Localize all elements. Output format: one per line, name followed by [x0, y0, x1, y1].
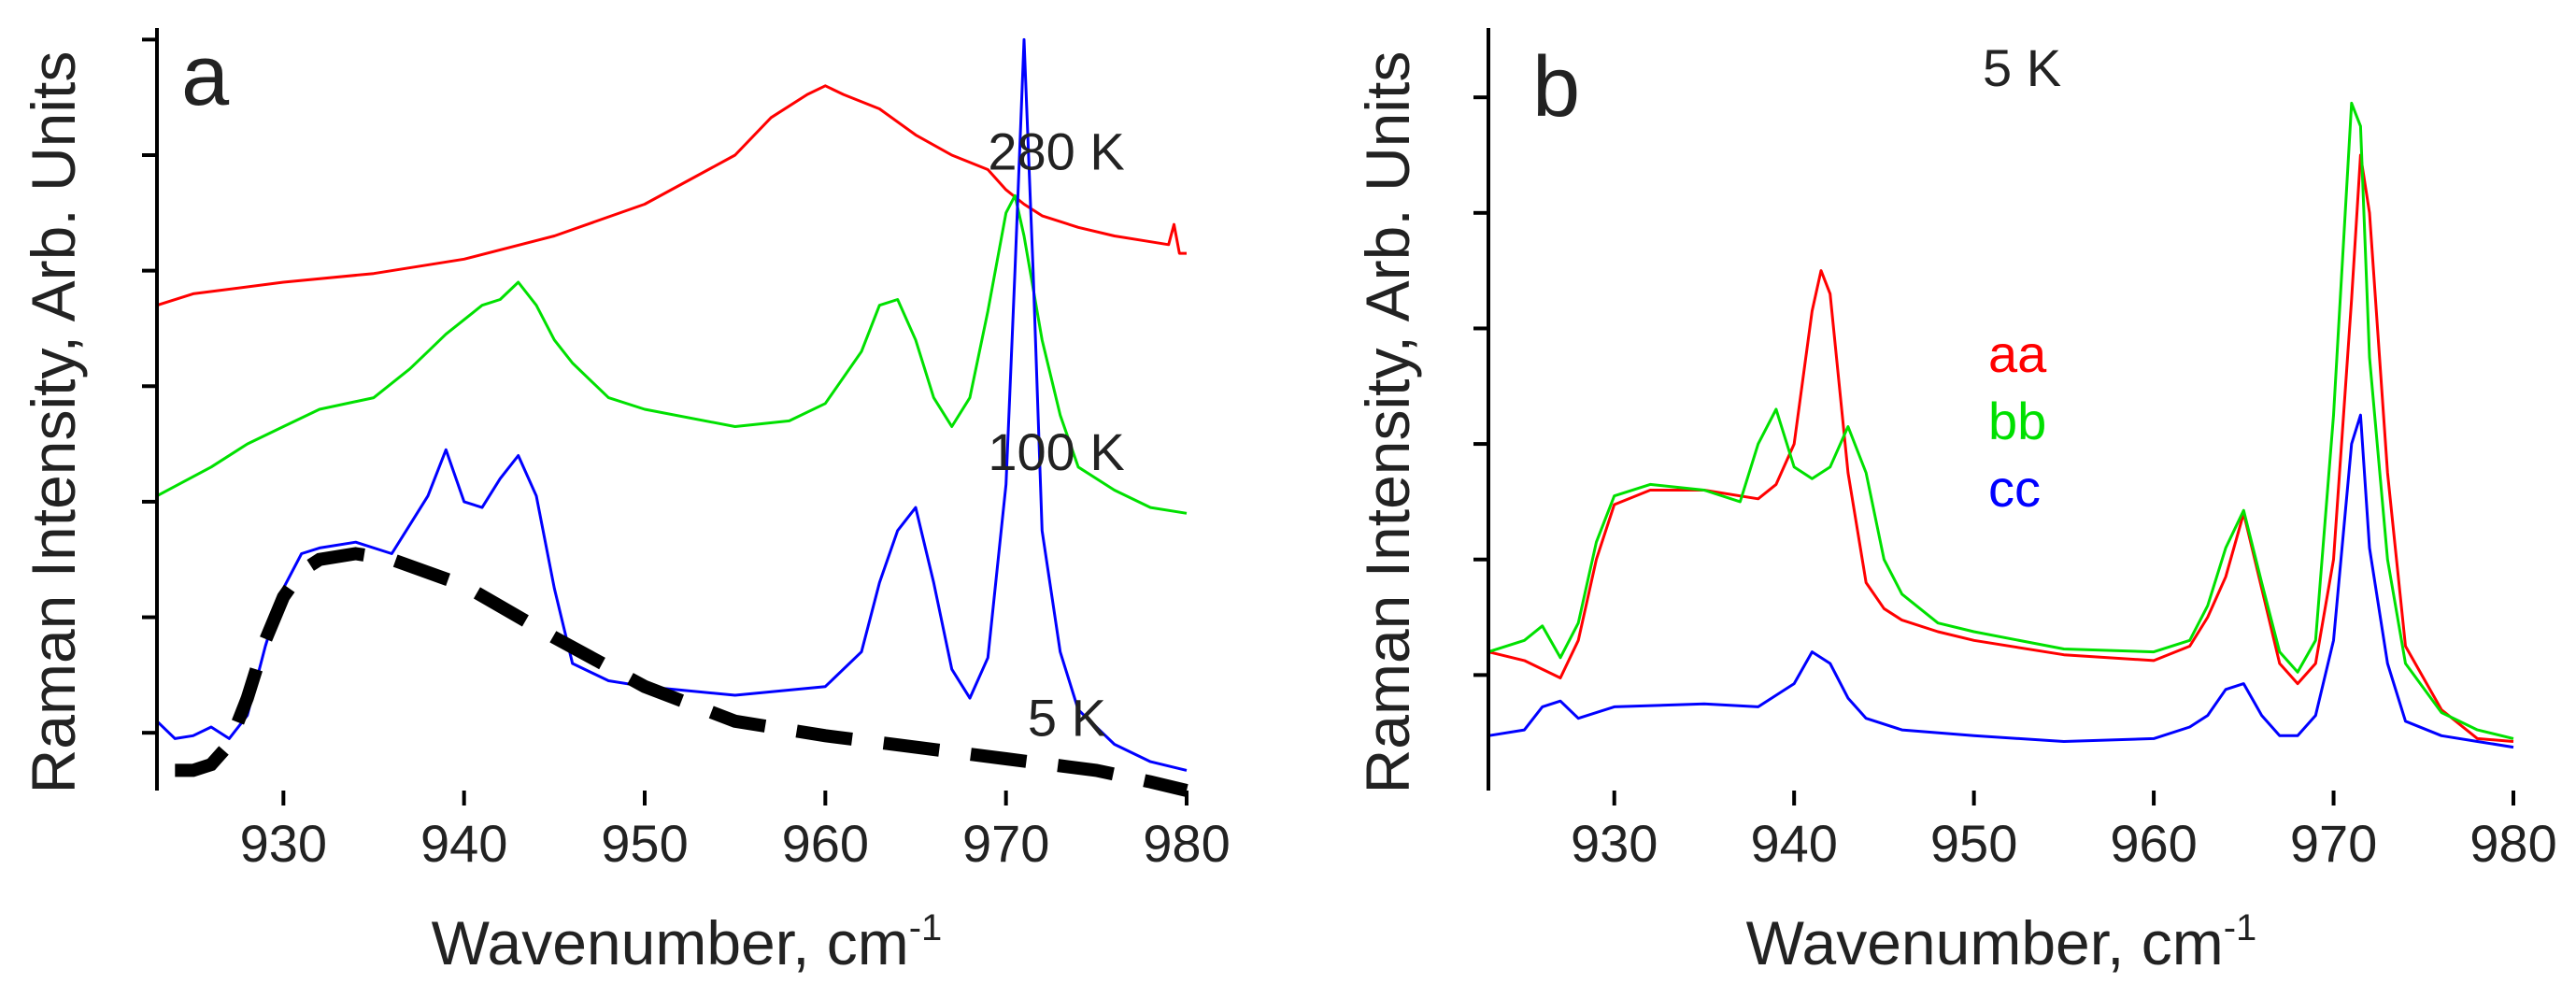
- panel-a-annotation-2: 100 K: [988, 422, 1124, 481]
- panel-b-plot-area: [1487, 101, 2514, 749]
- panel-a-letter: a: [181, 28, 230, 123]
- panel-b-y-ticks: [1473, 95, 1488, 677]
- panel-b-legend-bb: bb: [1988, 392, 2046, 450]
- panel-b-series-cc: [1487, 413, 2514, 749]
- panel-a-y-ticks: [142, 37, 157, 735]
- panel-b-x-tick-label-950: 950: [1930, 814, 2017, 873]
- panel-a-annotation-3: 5 K: [1028, 688, 1106, 747]
- panel-a-y-axis-title: Raman Intensity, Arb. Units: [19, 51, 88, 794]
- panel-a-series-line-1: [156, 84, 1187, 307]
- panel-b-title: 5 K: [1983, 38, 2061, 97]
- panel-b-x-tick-label-940: 940: [1750, 814, 1837, 873]
- panel-b: 930 940 950 960 970 980 b 5 K aa bb cc Raman In…: [1353, 28, 2557, 977]
- panel-b-x-tick-label-970: 970: [2290, 814, 2377, 873]
- panel-b-legend-cc: cc: [1988, 459, 2041, 518]
- panel-a-x-tick-label-960: 960: [782, 814, 869, 873]
- panel-a-x-tick-label-940: 940: [420, 814, 507, 873]
- panel-a-annotations: 280 K 100 K 5 K: [988, 121, 1124, 747]
- panel-a-annotation-1: 280 K: [988, 121, 1124, 180]
- panel-a-series-group: [155, 37, 1188, 797]
- panel-b-legend: aa bb cc: [1988, 324, 2047, 518]
- panel-b-series-bb: [1487, 101, 2514, 740]
- panel-a: 930 940 950 960 970 980 a 280 K 100 K 5 K Raman…: [19, 28, 1231, 977]
- panel-b-x-tick-label-960: 960: [2110, 814, 2197, 873]
- panel-a-series-baseline-dashed: [175, 547, 1188, 797]
- panel-a-series-line-2: [156, 193, 1188, 515]
- panel-a-x-tick-label-950: 950: [601, 814, 688, 873]
- panel-a-x-axis-title: Wavenumber, cm-1: [432, 907, 943, 977]
- panel-b-letter: b: [1532, 39, 1580, 135]
- panel-b-series-group: [1487, 101, 2514, 749]
- panel-b-x-ticks: 930 940 950 960 970 980: [1571, 791, 2557, 873]
- panel-b-y-axis-title: Raman Intensity, Arb. Units: [1353, 51, 1422, 794]
- panel-b-x-axis-title: Wavenumber, cm-1: [1746, 907, 2257, 977]
- panel-b-legend-aa: aa: [1988, 324, 2047, 383]
- panel-b-x-tick-label-930: 930: [1571, 814, 1658, 873]
- panel-b-series-aa: [1487, 153, 2514, 743]
- panel-a-x-tick-label-930: 930: [240, 814, 327, 873]
- panel-a-series-line-3: [155, 37, 1188, 772]
- panel-b-x-axis-title-superscript: -1: [2224, 907, 2257, 948]
- panel-a-plot-area: [155, 37, 1188, 797]
- panel-a-x-tick-label-970: 970: [962, 814, 1049, 873]
- panel-a-x-axis-title-superscript: -1: [909, 907, 943, 948]
- panel-a-x-tick-label-980: 980: [1143, 814, 1230, 873]
- panel-b-x-tick-label-980: 980: [2469, 814, 2556, 873]
- panel-a-x-ticks: 930 940 950 960 970 980: [240, 791, 1231, 873]
